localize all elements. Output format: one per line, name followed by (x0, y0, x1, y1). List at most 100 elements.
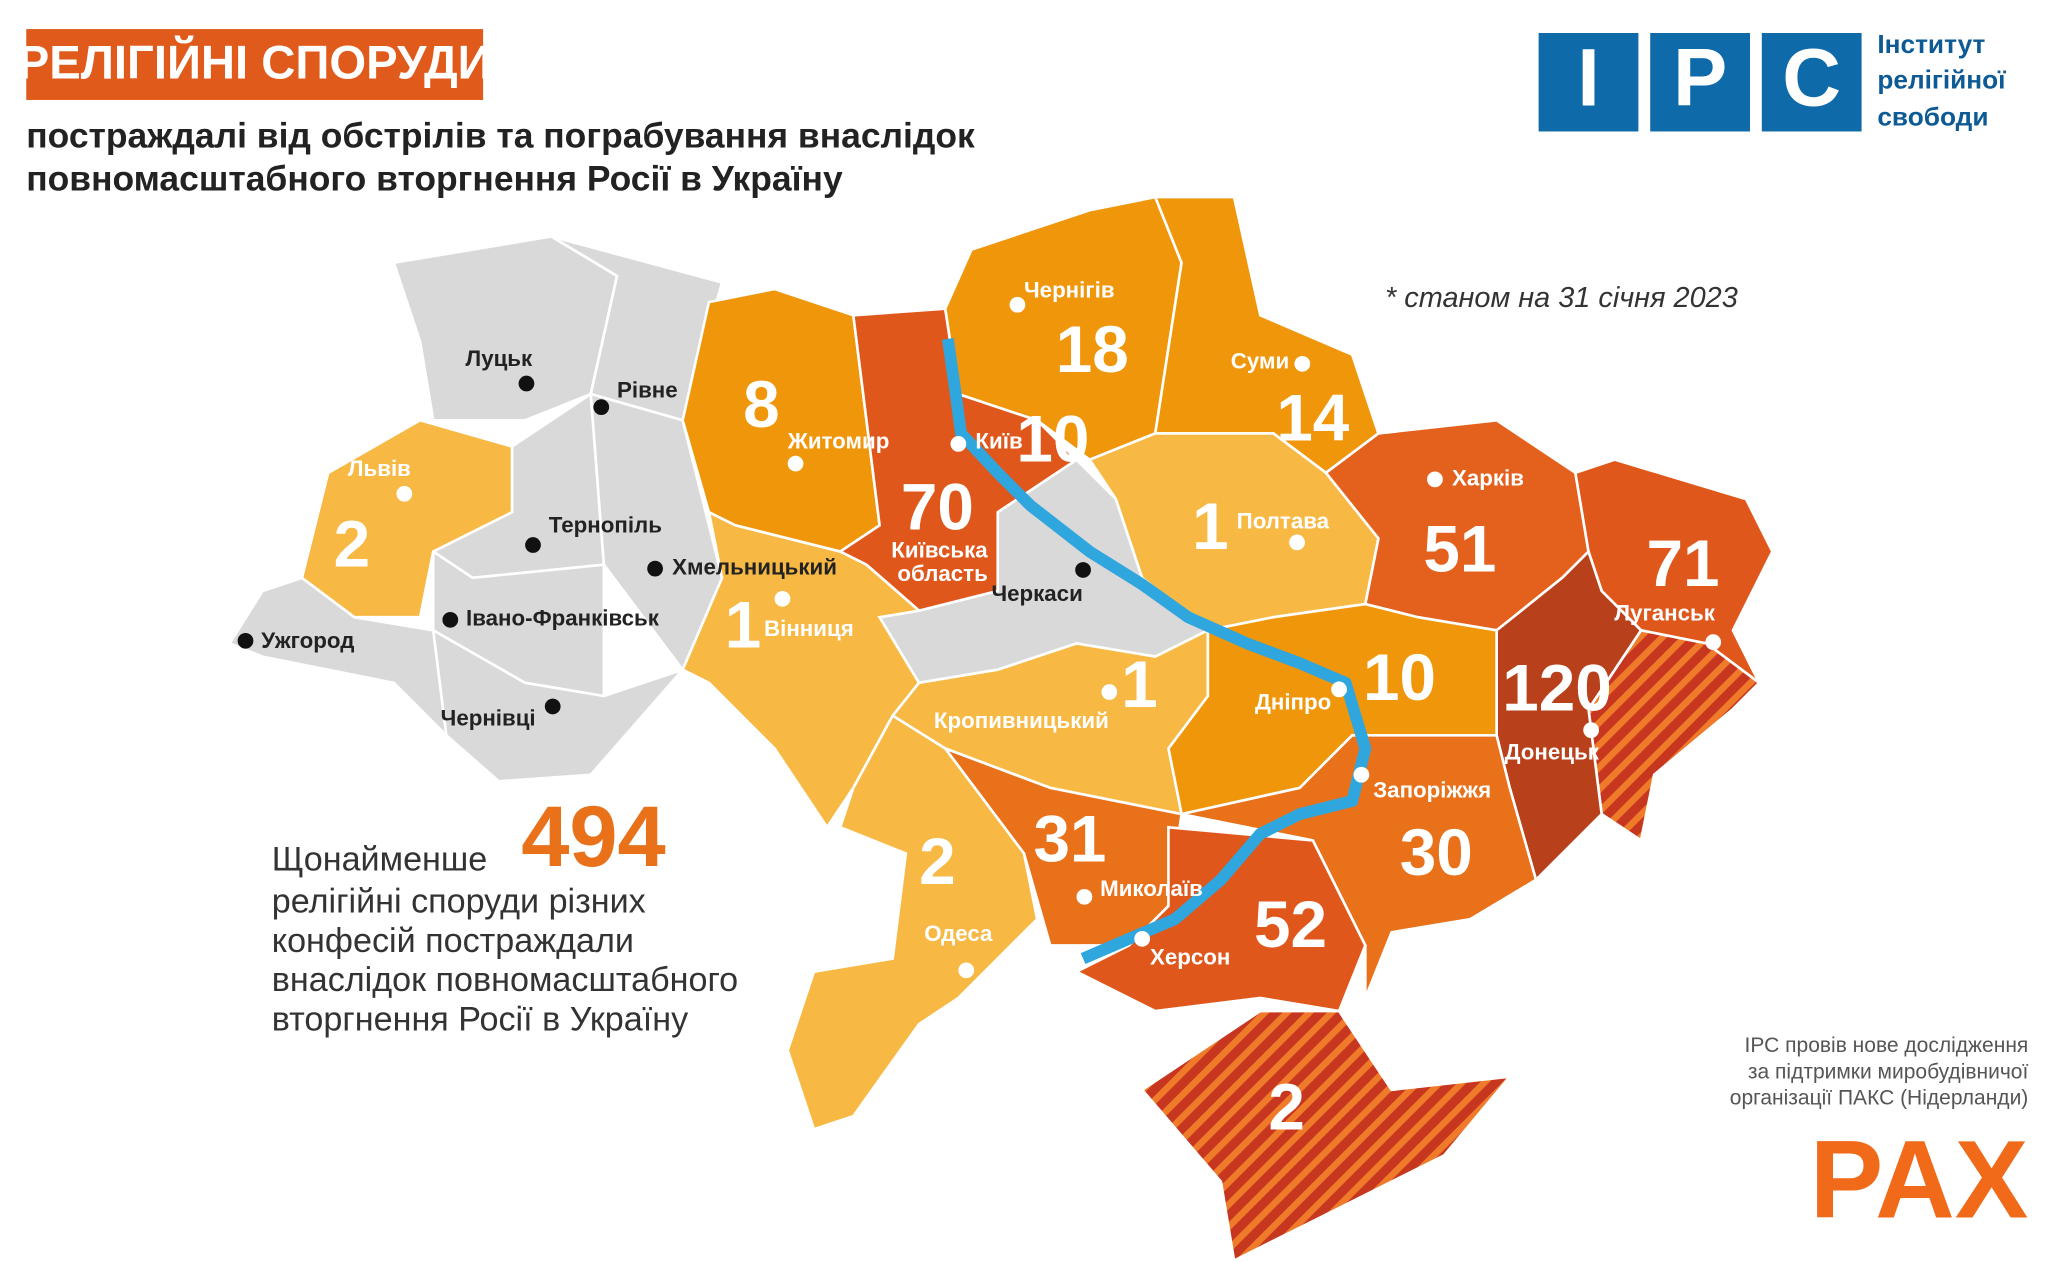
region-count: 2 (1268, 1070, 1305, 1143)
region-shape (300, 418, 514, 619)
credit: організації ПАКС (Нідерланди) (1730, 1087, 2029, 1110)
credit: за підтримки миробудівничої (1748, 1060, 2029, 1083)
city-label: Донецьк (1505, 740, 1600, 765)
city-label: Луцьк (466, 346, 533, 371)
city-dot (1583, 722, 1600, 738)
logo-box (1650, 33, 1750, 132)
note: * станом на 31 січня 2023 (1385, 282, 1738, 314)
title: РЕЛІГІЙНІ СПОРУДИ (18, 34, 492, 89)
logo-box (1761, 33, 1862, 132)
region-count: 52 (1254, 888, 1327, 961)
city-dot (1134, 930, 1151, 947)
subtitle: постраждалі від обстрілів та пограбуванн… (26, 115, 975, 155)
city-label: Полтава (1237, 509, 1330, 534)
logo-text: Інститут (1877, 29, 1985, 59)
city-label: Чернігів (1024, 278, 1115, 303)
region-count: 71 (1647, 527, 1720, 600)
region-count: 51 (1423, 513, 1496, 586)
region-count: 2 (334, 507, 371, 580)
region-count: 2 (919, 825, 956, 898)
summary-total: 494 (521, 789, 666, 885)
city-label: Хмельницький (672, 555, 837, 580)
region-count: 14 (1276, 381, 1349, 454)
region-count: 1 (725, 589, 762, 662)
partner-logo: PAX (1810, 1118, 2029, 1241)
region-count: 1 (1192, 490, 1229, 563)
region-count: 70 (901, 471, 974, 544)
city-label: Чернівці (441, 706, 536, 731)
city-label: Дніпро (1255, 690, 1331, 715)
city-label: Рівне (617, 377, 678, 402)
summary-line: внаслідок повномасштабного (272, 961, 738, 999)
region-shape (681, 287, 881, 553)
region-shape (392, 235, 619, 422)
summary-line: релігійні споруди різних (272, 882, 646, 920)
logo-letter: І (1577, 33, 1600, 124)
city-dot (396, 485, 413, 502)
river (942, 338, 1372, 964)
credit: ІРС провів нове дослідження (1745, 1034, 2029, 1057)
title-box (26, 29, 484, 100)
city-dot (950, 436, 967, 452)
region-count: 10 (1016, 402, 1089, 475)
city-label: Львів (348, 456, 411, 481)
region-count: 31 (1033, 803, 1106, 876)
logo-text: релігійної (1877, 65, 2006, 95)
region-count: 18 (1056, 313, 1129, 386)
city-label: Івано-Франківськ (466, 606, 660, 631)
city-label: Вінниця (764, 616, 854, 641)
city-dot (544, 698, 561, 715)
city-dot (1009, 296, 1026, 313)
city-dot (1101, 684, 1118, 700)
logo-letter: Р (1673, 33, 1727, 124)
city-label: Київська область (891, 537, 994, 586)
region-count: 8 (743, 368, 780, 441)
summary-prefix: Щонайменше (272, 840, 488, 878)
region-count: 10 (1363, 641, 1436, 714)
city-label: Харків (1452, 465, 1524, 490)
city-label: Київ (975, 429, 1022, 454)
city-dot (958, 962, 975, 979)
city-dot (1294, 355, 1311, 372)
summary-line: конфесій постраждали (272, 922, 634, 960)
city-dot (1353, 766, 1370, 783)
logo-text: свободи (1877, 101, 1988, 131)
city-label: Херсон (1150, 944, 1230, 969)
region-shape (227, 576, 449, 740)
logo-letter: С (1782, 33, 1841, 124)
city-dot (237, 632, 254, 649)
city-dot (1427, 471, 1443, 488)
city-dot (1705, 634, 1722, 651)
city-dot (774, 590, 791, 607)
region-shape (680, 509, 922, 830)
city-label: Житомир (787, 429, 890, 454)
city-label: Ужгород (261, 628, 354, 653)
city-dot (1289, 534, 1305, 551)
city-dot (1331, 681, 1347, 698)
region-count: 120 (1502, 652, 1612, 725)
city-dot (647, 560, 663, 577)
city-label: Кропивницький (934, 708, 1109, 733)
city-label: Одеса (924, 921, 993, 946)
city-dot (1076, 888, 1093, 905)
city-dot (518, 375, 535, 392)
region-count: 30 (1400, 816, 1473, 889)
city-label: Черкаси (991, 581, 1082, 606)
logo-box (1538, 33, 1639, 132)
city-label: Миколаїв (1100, 876, 1203, 901)
city-label: Суми (1231, 348, 1289, 373)
city-label: Луганськ (1614, 600, 1715, 625)
city-dot (593, 399, 610, 416)
city-dot (787, 455, 804, 472)
region-shape (786, 713, 1039, 1131)
subtitle: повномасштабного вторгнення Росії в Укра… (26, 159, 843, 199)
region-shape (1140, 1009, 1513, 1262)
city-label: Тернопіль (549, 513, 662, 538)
region-count: 1 (1121, 648, 1158, 721)
city-dot (1075, 562, 1091, 578)
city-dot (525, 537, 541, 553)
summary-line: вторгнення Росії в Україну (272, 1001, 688, 1039)
city-dot (442, 611, 459, 628)
